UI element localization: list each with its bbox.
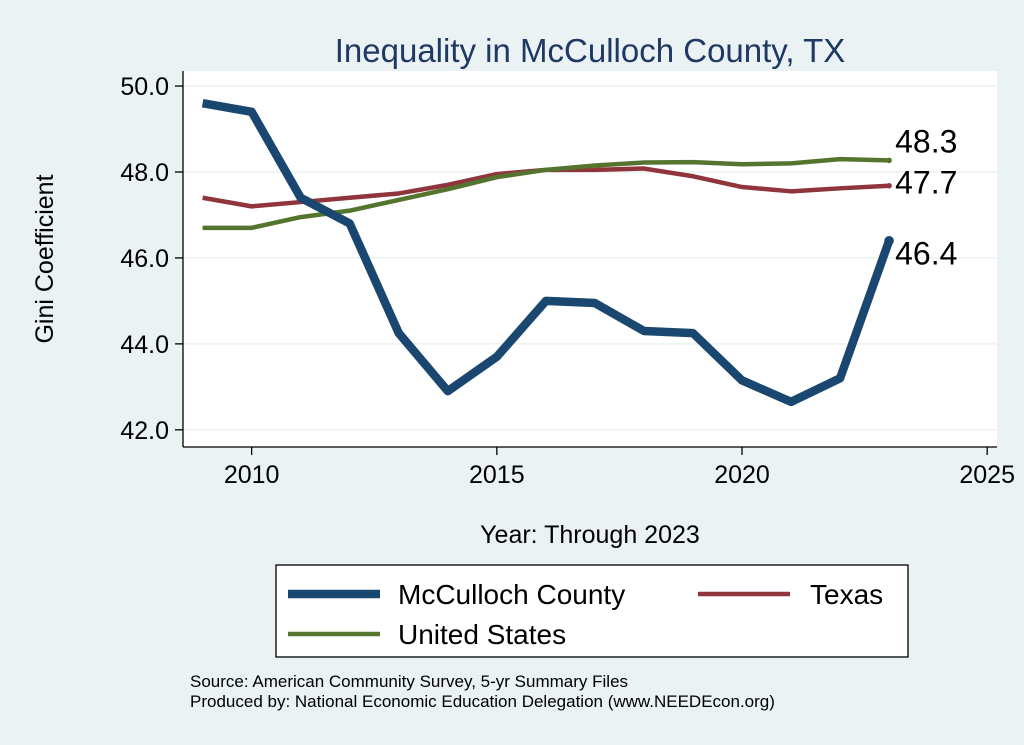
end-point-mcculloch-county — [884, 235, 894, 246]
end-label-united-states: 48.3 — [895, 123, 957, 159]
end-label-mcculloch-county: 46.4 — [895, 236, 957, 272]
legend-box — [275, 564, 909, 658]
axes: 42.0 44.0 46.0 48.0 50.0 2010 2015 2020 2025 — [120, 71, 1015, 489]
end-labels: 47.7 48.3 46.4 — [895, 123, 957, 271]
x-tick-label: 2025 — [959, 461, 1015, 489]
source-line-1: Source: American Community Survey, 5-yr … — [190, 672, 628, 691]
end-point-united-states — [886, 157, 892, 164]
x-tick-label: 2020 — [714, 461, 770, 489]
y-tick-label: 44.0 — [120, 331, 169, 359]
series-line-united-states — [202, 156, 890, 231]
y-tick-label: 48.0 — [120, 159, 169, 187]
plot-area — [183, 71, 997, 447]
y-tick-label: 46.0 — [120, 245, 169, 273]
legend: McCulloch County Texas United States — [288, 579, 883, 650]
x-axis-title: Year: Through 2023 — [480, 521, 700, 549]
gridlines — [183, 85, 997, 431]
series-lines — [201, 99, 894, 407]
x-tick-label: 2015 — [469, 461, 525, 489]
end-point-texas — [886, 182, 892, 189]
y-tick-label: 50.0 — [120, 73, 169, 101]
chart-title: Inequality in McCulloch County, TX — [335, 32, 846, 69]
legend-label-texas: Texas — [810, 579, 883, 610]
y-axis-title: Gini Coefficient — [31, 174, 59, 343]
legend-label-mcculloch-county: McCulloch County — [398, 579, 625, 610]
end-label-texas: 47.7 — [895, 165, 957, 201]
legend-label-united-states: United States — [398, 619, 566, 650]
y-tick-label: 42.0 — [120, 417, 169, 445]
series-line-mcculloch-county — [201, 99, 894, 407]
source-line-2: Produced by: National Economic Education… — [190, 692, 775, 711]
x-tick-label: 2010 — [224, 461, 280, 489]
